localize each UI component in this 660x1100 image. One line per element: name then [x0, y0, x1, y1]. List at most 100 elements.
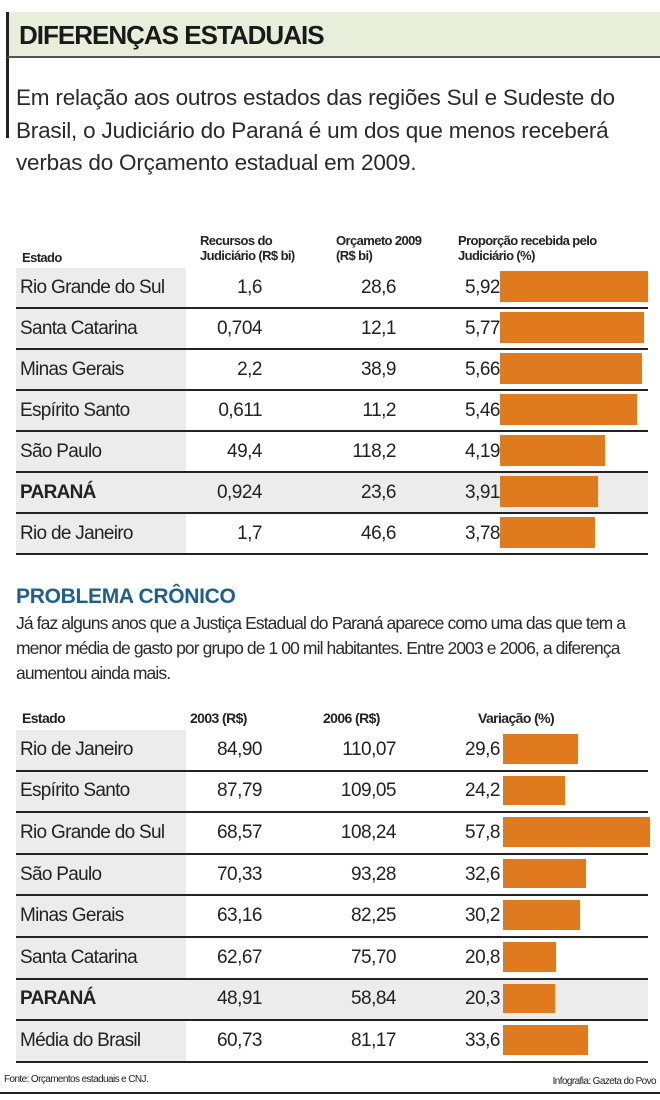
value-2003: 87,79 — [216, 780, 263, 802]
value-2006: 75,70 — [350, 946, 397, 968]
orcamento-value: 118,2 — [352, 440, 396, 462]
table-row: Rio Grande do Sul 68,57 108,24 57,8 — [16, 813, 650, 855]
table-row: Espírito Santo 0,611 11,2 5,46 — [16, 391, 648, 432]
variacao-bar — [503, 900, 580, 930]
proporcao-value: 3,91 — [465, 481, 500, 503]
recursos-value: 2,2 — [237, 358, 262, 380]
variacao-bar — [503, 734, 579, 764]
variacao-value: 20,8 — [465, 946, 500, 968]
proporcao-value: 5,92 — [465, 276, 500, 298]
proporcao-bar — [500, 271, 648, 302]
orcamento-value: 12,1 — [361, 317, 396, 339]
table-row: PARANÁ 48,91 58,84 20,3 — [16, 979, 648, 1022]
recursos-value: 0,924 — [216, 481, 263, 503]
variacao-value: 24,2 — [465, 780, 500, 802]
table-row: Rio de Janeiro 84,90 110,07 29,6 — [16, 730, 648, 772]
proporcao-bar — [500, 312, 645, 343]
t1-header-recursos: Recursos do Judiciário (R$ bi) — [200, 233, 295, 263]
variacao-value: 29,6 — [465, 738, 500, 760]
proporcao-bar — [500, 517, 595, 548]
value-2003: 70,33 — [216, 863, 263, 885]
intro-text: Em relação aos outros estados das regiõe… — [16, 85, 615, 175]
credit-note: Infografia: Gazeta do Povo — [552, 1076, 657, 1087]
recursos-value: 49,4 — [227, 440, 262, 462]
state-name: Santa Catarina — [16, 938, 186, 978]
state-name: PARANÁ — [16, 473, 186, 512]
variacao-bar — [503, 858, 586, 889]
proporcao-bar — [500, 476, 598, 507]
proporcao-bar — [500, 435, 605, 466]
value-2003: 68,57 — [216, 821, 263, 843]
t2-header-estado: Estado — [22, 710, 66, 726]
orcamento-value: 28,6 — [361, 276, 396, 298]
state-name: Minas Gerais — [16, 896, 186, 936]
proporcao-value: 5,46 — [465, 399, 500, 421]
value-2006: 81,17 — [350, 1029, 397, 1051]
page-title: DIFERENÇAS ESTADUAIS — [19, 20, 325, 50]
t2-header-variacao: Variação (%) — [478, 710, 555, 726]
state-name: São Paulo — [16, 432, 186, 471]
proporcao-bar — [500, 353, 642, 384]
t1-header-estado: Estado — [22, 250, 62, 265]
value-2003: 84,90 — [216, 738, 263, 760]
table-row: São Paulo 49,4 118,2 4,19 — [16, 432, 648, 473]
recursos-value: 1,6 — [237, 276, 262, 298]
title-bar: DIFERENÇAS ESTADUAIS — [6, 12, 660, 58]
accent-line — [6, 58, 9, 138]
orcamento-value: 46,6 — [361, 522, 396, 544]
value-2006: 110,07 — [342, 738, 396, 760]
value-2006: 109,05 — [340, 780, 397, 802]
bottom-rule — [0, 1092, 660, 1094]
table-row: Santa Catarina 0,704 12,1 5,77 — [16, 309, 648, 350]
variacao-bar — [503, 942, 556, 972]
table-row: Minas Gerais 63,16 82,25 30,2 — [16, 896, 648, 938]
value-2003: 48,91 — [216, 988, 263, 1010]
variacao-bar — [503, 983, 555, 1014]
table-row: Santa Catarina 62,67 75,70 20,8 — [16, 938, 648, 980]
variacao-value: 20,3 — [465, 988, 500, 1010]
t1-header-proporcao: Proporção recebida pelo Judiciário (%) — [458, 233, 597, 263]
orcamento-value: 11,2 — [362, 399, 396, 421]
state-name: Rio Grande do Sul — [16, 268, 186, 307]
variacao-value: 30,2 — [465, 905, 500, 927]
proporcao-value: 4,19 — [465, 440, 500, 462]
state-name: São Paulo — [16, 854, 186, 895]
variacao-value: 57,8 — [465, 821, 500, 843]
t1-header-orcamento: Orçameto 2009 (R$ bi) — [336, 233, 422, 263]
state-name: Espírito Santo — [16, 391, 186, 430]
state-name: Rio de Janeiro — [16, 514, 186, 553]
orcamento-value: 23,6 — [361, 481, 396, 503]
table-row: Espírito Santo 87,79 109,05 24,2 — [16, 771, 648, 814]
value-2006: 93,28 — [350, 863, 397, 885]
table-row: Média do Brasil 60,73 81,17 33,6 — [16, 1021, 648, 1063]
table-row: PARANÁ 0,924 23,6 3,91 — [16, 473, 648, 514]
state-name: Média do Brasil — [16, 1021, 186, 1061]
state-name: Santa Catarina — [16, 309, 186, 348]
table-row: Minas Gerais 2,2 38,9 5,66 — [16, 350, 648, 391]
value-2003: 60,73 — [216, 1029, 263, 1051]
value-2006: 108,24 — [340, 821, 397, 843]
value-2003: 63,16 — [216, 905, 263, 927]
proporcao-value: 3,78 — [465, 522, 500, 544]
t2-header-2006: 2006 (R$) — [323, 710, 380, 726]
state-name: PARANÁ — [16, 979, 186, 1020]
value-2006: 82,25 — [350, 905, 397, 927]
variacao-bar — [503, 775, 565, 806]
section-title: PROBLEMA CRÔNICO — [16, 585, 236, 608]
variacao-bar — [503, 817, 650, 847]
value-2006: 58,84 — [350, 988, 397, 1010]
t2-header-2003: 2003 (R$) — [190, 710, 247, 726]
variacao-value: 32,6 — [465, 863, 500, 885]
recursos-value: 0,704 — [216, 317, 263, 339]
proporcao-bar — [500, 394, 637, 425]
recursos-value: 1,7 — [237, 522, 262, 544]
proporcao-value: 5,66 — [465, 358, 500, 380]
state-name: Rio de Janeiro — [16, 730, 186, 770]
state-name: Rio Grande do Sul — [16, 813, 186, 853]
table-row: Rio de Janeiro 1,7 46,6 3,78 — [16, 514, 648, 555]
source-note: Fonte: Orçamentos estaduais e CNJ. — [4, 1074, 149, 1085]
orcamento-value: 38,9 — [361, 358, 396, 380]
variacao-bar — [503, 1025, 589, 1055]
proporcao-value: 5,77 — [465, 317, 500, 339]
recursos-value: 0,611 — [218, 399, 262, 421]
